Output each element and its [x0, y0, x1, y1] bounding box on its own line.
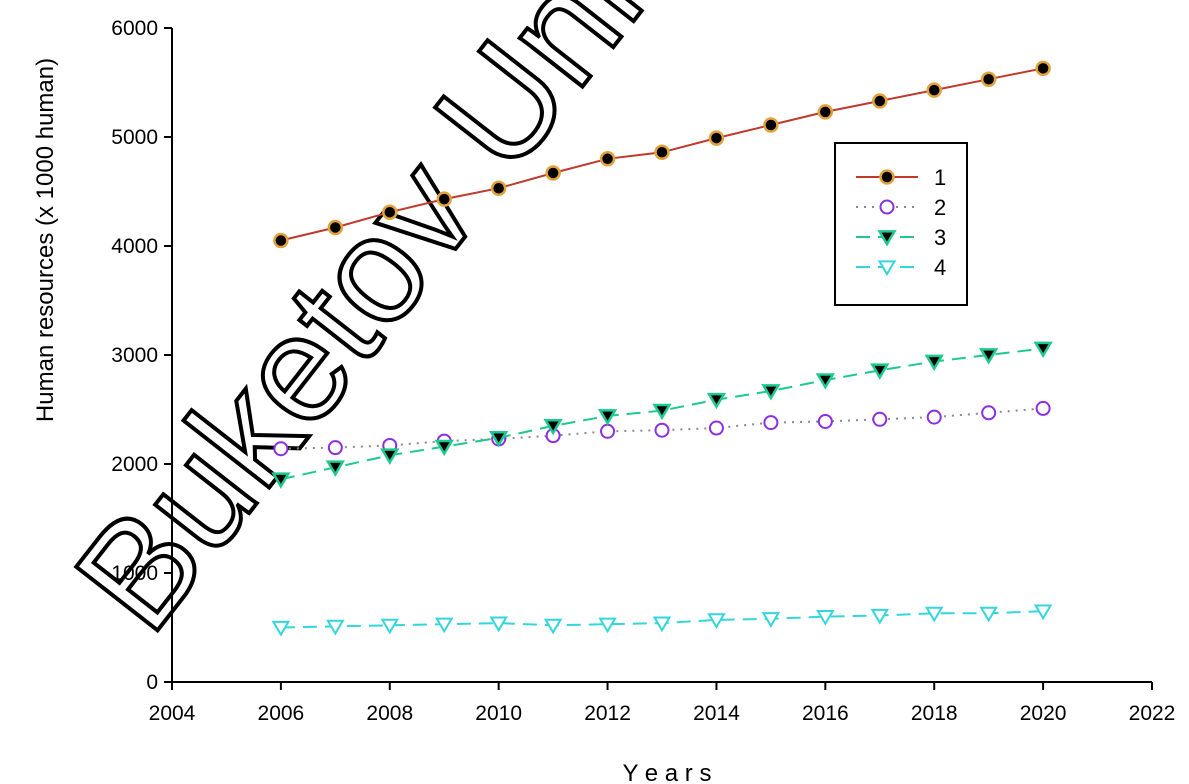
- data-point: [600, 423, 616, 439]
- legend-box: [834, 142, 968, 306]
- data-point: [652, 616, 672, 633]
- y-tick-label: 4000: [111, 235, 158, 258]
- data-point: [817, 104, 834, 120]
- y-ticks: 0 1000 2000 3000 4000 5000 6000: [111, 17, 172, 694]
- data-point: [763, 117, 779, 133]
- x-tick-label: 2008: [366, 702, 413, 725]
- data-point: [597, 409, 618, 426]
- data-point: [325, 460, 345, 477]
- data-point: [815, 373, 835, 390]
- data-point: [924, 354, 944, 372]
- data-point: [489, 430, 509, 448]
- data-point: [1033, 341, 1053, 359]
- legend-label: 4: [934, 255, 946, 280]
- data-point: [816, 609, 835, 626]
- data-point: [489, 616, 508, 633]
- data-point: [926, 82, 942, 98]
- data-point: [870, 363, 890, 380]
- data-point: [273, 441, 289, 457]
- data-point: [545, 165, 561, 181]
- x-tick-label: 2020: [1020, 702, 1067, 725]
- data-point: [654, 422, 670, 438]
- data-point: [271, 620, 291, 637]
- data-point: [382, 204, 398, 220]
- watermark-text: Buketov Uni: [43, 0, 673, 660]
- legend-label: 1: [934, 165, 946, 190]
- legend-item: 2: [856, 195, 946, 220]
- data-point: [434, 617, 454, 634]
- y-tick-label: 5000: [111, 126, 158, 149]
- legend-marker: [879, 169, 895, 185]
- data-point: [980, 71, 997, 87]
- data-point: [599, 151, 616, 167]
- data-point: [380, 618, 400, 635]
- data-point: [543, 418, 563, 436]
- legend: 1 2 3 4: [834, 142, 968, 306]
- data-point: [872, 411, 888, 427]
- data-point: [327, 440, 343, 456]
- legend-marker: [877, 260, 897, 277]
- x-axis-title: Y e a r s: [623, 760, 712, 784]
- data-point: [708, 130, 725, 146]
- legend-marker: [877, 230, 897, 247]
- legend-items: 1 2 3 4: [856, 165, 946, 280]
- data-point: [271, 472, 291, 489]
- y-tick-label: 0: [146, 671, 158, 694]
- data-point: [924, 606, 944, 623]
- data-point: [652, 403, 672, 421]
- data-point: [872, 93, 888, 109]
- data-point: [763, 415, 779, 431]
- data-point: [326, 619, 345, 636]
- data-point: [981, 405, 997, 421]
- data-point: [1033, 604, 1053, 621]
- series-3: [271, 341, 1053, 489]
- x-tick-label: 2016: [802, 702, 849, 725]
- x-tick-label: 2022: [1129, 702, 1176, 725]
- data-point: [926, 409, 942, 425]
- legend-item: 4: [856, 255, 946, 280]
- data-point: [707, 613, 726, 629]
- data-point: [708, 420, 724, 436]
- data-point: [273, 232, 289, 249]
- x-tick-label: 2012: [584, 702, 631, 725]
- legend-item: 1: [856, 165, 946, 190]
- data-point: [979, 606, 998, 623]
- data-point: [490, 180, 507, 196]
- legend-label: 3: [934, 225, 946, 250]
- y-tick-label: 2000: [111, 453, 158, 476]
- y-axis-title: Human resources (x 1000 human): [32, 58, 59, 422]
- series-layer: [271, 60, 1053, 637]
- data-point: [598, 617, 617, 634]
- data-point: [434, 439, 454, 457]
- series-1: [273, 60, 1051, 249]
- data-point: [1035, 400, 1051, 416]
- data-point: [436, 191, 452, 207]
- x-tick-label: 2014: [693, 702, 740, 725]
- series-4: [271, 604, 1053, 637]
- data-point: [654, 144, 670, 161]
- data-point: [761, 612, 781, 628]
- legend-label: 2: [934, 195, 946, 220]
- data-point: [543, 618, 563, 635]
- x-tick-label: 2006: [258, 702, 305, 725]
- y-tick-label: 3000: [111, 344, 158, 367]
- legend-marker: [879, 199, 895, 215]
- x-ticks: 2004 2006 2008 2010 2012 2014 2016 2018 2020 2022: [149, 682, 1176, 725]
- data-point: [979, 348, 999, 365]
- x-tick-label: 2004: [149, 702, 196, 725]
- data-point: [817, 413, 833, 429]
- legend-item: 3: [856, 225, 946, 250]
- x-tick-label: 2010: [475, 702, 522, 725]
- data-point: [380, 448, 400, 465]
- data-point: [706, 392, 727, 410]
- data-point: [870, 608, 890, 625]
- y-tick-label: 6000: [111, 17, 158, 40]
- data-point: [1035, 60, 1051, 77]
- data-point: [761, 384, 781, 401]
- y-tick-label: 1000: [111, 562, 158, 585]
- data-point: [327, 219, 344, 236]
- x-tick-label: 2018: [911, 702, 958, 725]
